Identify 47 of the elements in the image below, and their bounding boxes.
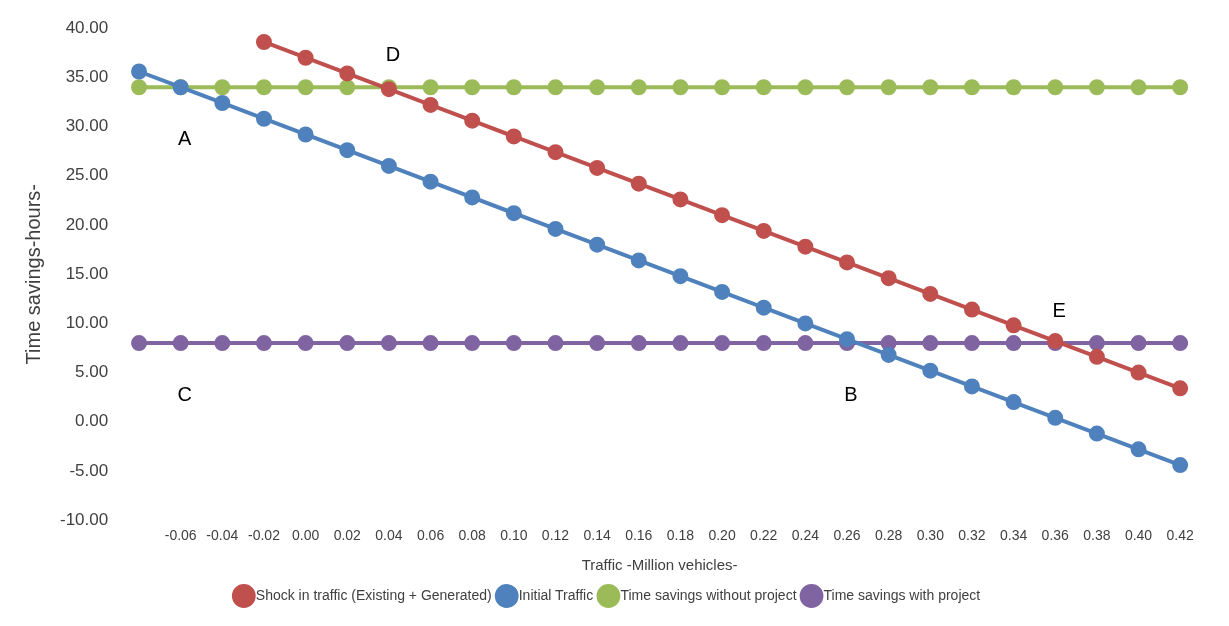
x-tick-label: 0.14: [583, 527, 611, 544]
x-tick-label: 0.36: [1041, 527, 1070, 544]
x-tick-label: 0.04: [375, 527, 403, 544]
annotation: B: [844, 382, 858, 405]
y-tick-label: 20.00: [65, 214, 109, 234]
x-tick-label: -0.04: [206, 527, 239, 544]
y-tick-label: -10.00: [60, 509, 109, 529]
x-tick-label: 0.02: [333, 527, 362, 544]
x-tick-label: 0.30: [916, 527, 945, 544]
x-tick-label: 0.38: [1083, 527, 1111, 544]
y-tick-label: 0.00: [75, 411, 109, 431]
x-tick-label: 0.18: [666, 527, 695, 544]
y-tick-label: -5.00: [69, 460, 109, 480]
x-tick-label: 0.34: [999, 527, 1028, 544]
x-tick-label: 0.28: [875, 527, 903, 544]
y-tick-label: 40.00: [65, 17, 109, 37]
annotation: D: [385, 42, 401, 65]
y-tick-label: 30.00: [65, 116, 109, 136]
y-tick-label: 35.00: [65, 67, 109, 87]
y-tick-label: 15.00: [65, 263, 109, 283]
x-tick-label: 0.16: [625, 527, 653, 544]
annotation: A: [178, 126, 192, 149]
x-tick-label: 0.08: [458, 527, 487, 544]
x-tick-label: 0.06: [416, 527, 445, 544]
x-tick-label: 0.10: [500, 527, 528, 544]
x-tick-label: 0.00: [291, 527, 320, 544]
y-tick-label: 25.00: [65, 165, 109, 185]
x-tick-label: -0.02: [248, 527, 281, 544]
legend-label: Initial Traffic: [518, 586, 594, 603]
x-tick-label: 0.40: [1124, 527, 1153, 544]
x-tick-label: 0.12: [541, 527, 570, 544]
x-tick-label: 0.24: [791, 527, 820, 544]
legend-label: Time savings without project: [620, 586, 797, 603]
x-tick-label: -0.06: [164, 527, 197, 544]
y-tick-label: 5.00: [75, 362, 109, 382]
y-axis-title: Time savings-hours-: [21, 183, 44, 365]
y-tick-label: 10.00: [65, 313, 109, 333]
x-tick-label: 0.20: [708, 527, 736, 544]
annotation: E: [1052, 298, 1066, 321]
x-tick-label: 0.42: [1166, 527, 1195, 544]
x-tick-label: 0.26: [833, 527, 861, 544]
annotation: C: [177, 382, 192, 405]
x-axis-title: Traffic -Million vehicles-: [581, 556, 738, 574]
legend-label: Time savings with project: [823, 586, 981, 603]
x-tick-label: 0.22: [750, 527, 778, 544]
x-tick-label: 0.32: [958, 527, 986, 544]
legend-label: Shock in traffic (Existing + Generated): [255, 586, 492, 603]
